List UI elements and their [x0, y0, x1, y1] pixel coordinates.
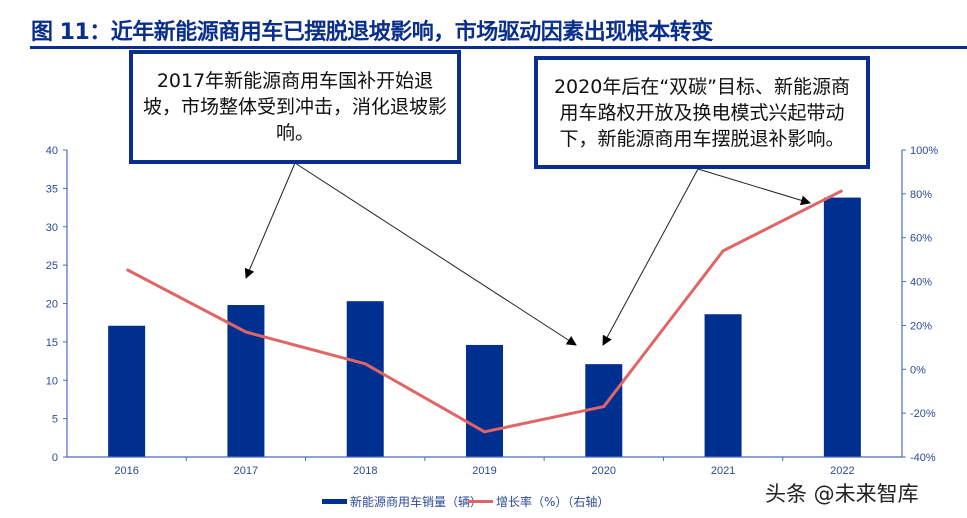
left-tick-label: 25	[46, 260, 58, 272]
right-tick-label: -20%	[910, 408, 936, 420]
x-tick-label: 2016	[114, 465, 138, 477]
bar-2016	[108, 325, 146, 457]
legend-label: 新能源商用车销量（辆）	[350, 495, 483, 509]
title-divider	[30, 46, 967, 49]
x-tick-label: 2022	[830, 465, 854, 477]
right-tick-label: 100%	[910, 145, 938, 157]
left-tick-label: 40	[46, 145, 58, 157]
x-tick-label: 2018	[353, 465, 377, 477]
left-tick-label: 10	[46, 375, 58, 387]
annotation-text: 2020年后在“双碳”目标、新能源商用车路权开放及换电模式兴起带动下，新能源商用…	[553, 75, 851, 150]
right-tick-label: 60%	[910, 233, 932, 245]
bar-2022	[823, 197, 861, 457]
right-tick-label: 20%	[910, 320, 932, 332]
annotation-box-2017: 2017年新能源商用车国补开始退坡，市场整体受到冲击，消化退坡影响。	[129, 50, 461, 164]
bar-2019	[466, 344, 503, 457]
x-tick-label: 2021	[711, 465, 735, 477]
annotation-box-2020: 2020年后在“双碳”目标、新能源商用车路权开放及换电模式兴起带动下，新能源商用…	[534, 56, 870, 169]
watermark: 头条 @未来智库	[765, 482, 919, 506]
figure-title: 图 11：近年新能源商用车已摆脱退坡影响，市场驱动因素出现根本转变	[31, 20, 713, 45]
right-tick-label: 40%	[910, 277, 932, 289]
legend-swatch-bar	[322, 499, 347, 504]
left-tick-label: 5	[52, 414, 58, 426]
annotation-text: 2017年新能源商用车国补开始退坡，市场整体受到冲击，消化退坡影响。	[143, 70, 448, 144]
annotation-arrow	[244, 162, 296, 279]
left-tick-label: 20	[46, 299, 58, 311]
legend-item-sales: 新能源商用车销量（辆）	[322, 493, 482, 510]
legend-label: 增长率（%）（右轴）	[496, 495, 610, 509]
annotation-arrow	[602, 168, 699, 346]
left-tick-label: 15	[46, 337, 58, 349]
annotation-arrow	[697, 168, 811, 206]
left-tick-label: 35	[46, 183, 58, 195]
left-tick-label: 0	[52, 452, 58, 464]
bar-2017	[227, 305, 265, 457]
left-tick-label: 30	[46, 222, 58, 234]
right-tick-label: 0%	[910, 364, 926, 376]
legend-item-growth: 增长率（%）（右轴）	[468, 493, 609, 510]
bar-2018	[346, 301, 384, 457]
annotation-arrow	[294, 162, 577, 346]
x-tick-label: 2020	[592, 465, 616, 477]
legend-swatch-line	[468, 500, 493, 503]
bar-2021	[704, 314, 742, 457]
x-tick-label: 2019	[472, 465, 496, 477]
right-tick-label: 80%	[910, 189, 932, 201]
right-tick-label: -40%	[910, 452, 936, 464]
x-tick-label: 2017	[234, 465, 258, 477]
